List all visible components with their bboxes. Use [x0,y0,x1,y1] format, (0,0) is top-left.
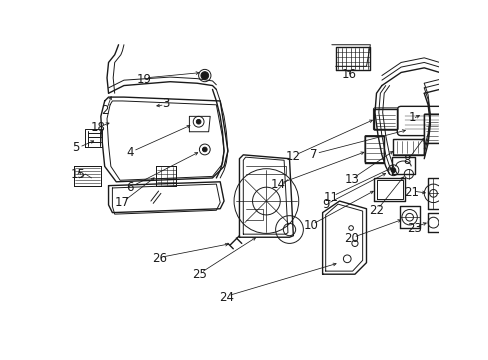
Text: 24: 24 [219,291,233,304]
Text: 18: 18 [91,121,106,134]
Text: 7: 7 [310,148,317,161]
Text: 5: 5 [72,141,80,154]
Circle shape [196,120,201,124]
Text: 20: 20 [344,232,359,245]
Text: 14: 14 [270,178,285,192]
Circle shape [202,147,207,152]
Text: 12: 12 [285,150,300,163]
Text: 22: 22 [368,204,383,217]
Text: 16: 16 [341,68,356,81]
Text: 15: 15 [70,168,85,181]
Text: 3: 3 [163,97,170,110]
Text: 21: 21 [403,186,418,199]
FancyBboxPatch shape [396,106,454,136]
Text: 25: 25 [192,268,206,281]
Text: 4: 4 [126,146,134,159]
Text: 9: 9 [321,198,329,211]
Text: 19: 19 [136,73,151,86]
Text: 26: 26 [152,252,166,265]
Text: 6: 6 [126,181,134,194]
FancyBboxPatch shape [373,108,397,130]
Text: 10: 10 [303,219,318,232]
Text: 23: 23 [407,221,422,234]
FancyBboxPatch shape [364,136,384,163]
Text: 2: 2 [101,104,108,117]
Text: 11: 11 [323,191,338,204]
Text: 17: 17 [115,196,130,209]
Circle shape [201,72,208,80]
Text: 13: 13 [344,173,359,186]
FancyBboxPatch shape [424,114,439,143]
FancyBboxPatch shape [393,139,424,155]
Circle shape [390,168,395,172]
Text: 1: 1 [408,111,416,125]
Text: 8: 8 [402,154,409,167]
